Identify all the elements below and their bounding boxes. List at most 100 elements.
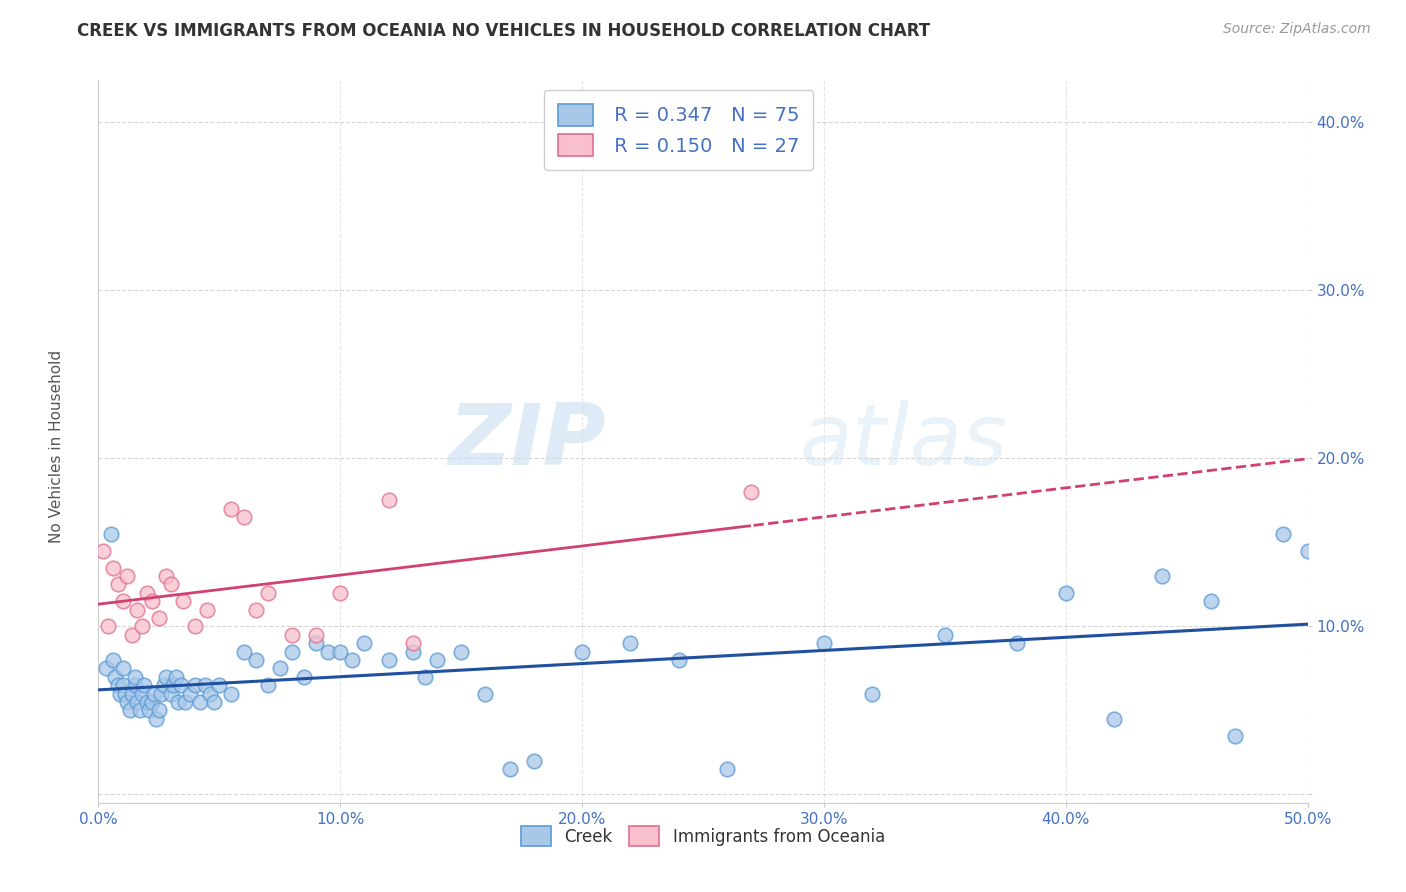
Point <box>232 510 254 524</box>
Point <box>135 586 157 600</box>
Text: ZIP: ZIP <box>449 400 606 483</box>
Point <box>450 644 472 658</box>
Point <box>413 670 436 684</box>
Point <box>1199 594 1222 608</box>
Point <box>245 602 267 616</box>
Point <box>107 678 129 692</box>
Text: atlas: atlas <box>800 400 1008 483</box>
Point <box>269 661 291 675</box>
Point <box>124 678 146 692</box>
Point <box>194 678 217 692</box>
Point <box>342 653 364 667</box>
Point <box>91 543 114 558</box>
Point <box>1272 527 1295 541</box>
Point <box>107 577 129 591</box>
Text: No Vehicles in Household: No Vehicles in Household <box>49 350 63 542</box>
Point <box>127 602 149 616</box>
Point <box>152 678 174 692</box>
Point <box>377 653 399 667</box>
Point <box>245 653 267 667</box>
Point <box>104 670 127 684</box>
Point <box>221 501 243 516</box>
Point <box>198 687 221 701</box>
Point <box>221 687 243 701</box>
Point <box>860 687 883 701</box>
Point <box>208 678 231 692</box>
Point <box>150 687 173 701</box>
Point <box>131 687 153 701</box>
Point <box>292 670 315 684</box>
Point <box>141 695 163 709</box>
Point <box>195 602 218 616</box>
Point <box>148 703 170 717</box>
Point <box>184 678 207 692</box>
Point <box>160 687 183 701</box>
Point <box>155 670 177 684</box>
Point <box>498 762 520 776</box>
Point <box>121 628 143 642</box>
Point <box>94 661 117 675</box>
Point <box>353 636 375 650</box>
Point <box>1007 636 1029 650</box>
Point <box>1223 729 1246 743</box>
Point <box>329 644 352 658</box>
Text: Source: ZipAtlas.com: Source: ZipAtlas.com <box>1223 22 1371 37</box>
Point <box>111 594 134 608</box>
Point <box>188 695 211 709</box>
Point <box>1054 586 1077 600</box>
Point <box>100 527 122 541</box>
Point <box>716 762 738 776</box>
Point <box>167 695 190 709</box>
Point <box>316 644 339 658</box>
Point <box>402 644 425 658</box>
Point <box>1296 543 1319 558</box>
Point <box>256 678 278 692</box>
Point <box>377 493 399 508</box>
Point <box>1152 569 1174 583</box>
Point <box>135 695 157 709</box>
Point <box>402 636 425 650</box>
Point <box>169 678 191 692</box>
Point <box>111 661 134 675</box>
Point <box>128 703 150 717</box>
Point <box>1102 712 1125 726</box>
Point <box>305 636 328 650</box>
Point <box>114 687 136 701</box>
Point <box>523 754 546 768</box>
Point <box>111 678 134 692</box>
Point <box>101 560 124 574</box>
Point <box>232 644 254 658</box>
Point <box>281 644 304 658</box>
Point <box>117 695 139 709</box>
Point <box>474 687 496 701</box>
Point <box>571 644 593 658</box>
Point <box>145 712 167 726</box>
Point <box>160 577 183 591</box>
Point <box>108 687 131 701</box>
Point <box>148 611 170 625</box>
Point <box>619 636 641 650</box>
Legend:  R = 0.347   N = 75,  R = 0.150   N = 27: R = 0.347 N = 75, R = 0.150 N = 27 <box>544 90 814 169</box>
Point <box>165 670 187 684</box>
Point <box>813 636 835 650</box>
Point <box>256 586 278 600</box>
Point <box>134 678 156 692</box>
Point <box>117 569 139 583</box>
Point <box>155 569 177 583</box>
Point <box>121 687 143 701</box>
Point <box>124 670 146 684</box>
Point <box>131 619 153 633</box>
Point <box>162 678 184 692</box>
Point <box>172 594 194 608</box>
Point <box>118 703 141 717</box>
Point <box>426 653 449 667</box>
Point <box>204 695 226 709</box>
Point <box>281 628 304 642</box>
Point <box>329 586 352 600</box>
Point <box>179 687 201 701</box>
Point <box>141 594 163 608</box>
Point <box>184 619 207 633</box>
Point <box>934 628 956 642</box>
Point <box>174 695 197 709</box>
Point <box>668 653 690 667</box>
